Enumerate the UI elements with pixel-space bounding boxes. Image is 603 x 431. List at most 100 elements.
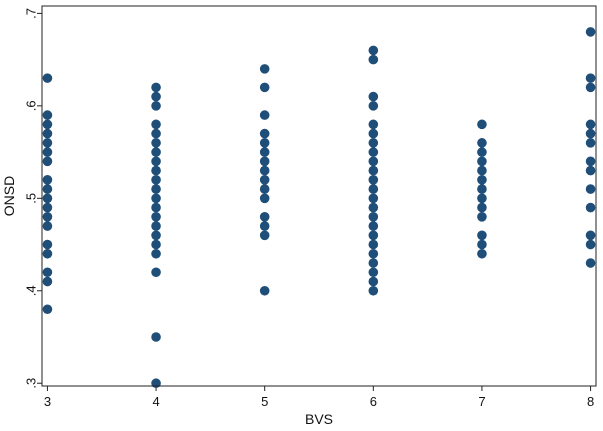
data-point (259, 110, 270, 120)
data-point (368, 101, 379, 111)
data-point (42, 138, 53, 148)
data-point (151, 202, 161, 213)
y-tick-label: .6 (24, 100, 39, 111)
data-point (259, 285, 270, 296)
data-point (259, 128, 270, 139)
data-point (151, 147, 161, 157)
data-point (368, 54, 379, 65)
data-point (368, 156, 379, 167)
data-point (477, 147, 487, 157)
data-point (42, 202, 53, 213)
data-point (151, 212, 161, 222)
data-point (585, 230, 596, 241)
data-point (151, 378, 161, 389)
data-point (259, 165, 270, 176)
data-point (42, 184, 53, 194)
x-axis: 3 4 5 6 7 8 (44, 386, 594, 409)
data-point (368, 248, 379, 259)
x-axis-title: BVS (305, 411, 333, 427)
data-point (585, 119, 596, 130)
data-point (259, 193, 270, 204)
data-point (259, 230, 270, 241)
data-point (585, 156, 596, 167)
data-point (42, 119, 53, 130)
data-point (477, 239, 487, 250)
data-point (368, 230, 379, 241)
data-point (42, 276, 53, 287)
data-point (42, 175, 53, 185)
y-axis: .3 .4 .5 .6 .7 (24, 8, 42, 389)
data-point (42, 193, 53, 204)
data-point (151, 230, 161, 241)
x-tick-label: 7 (478, 394, 485, 409)
data-point (151, 221, 161, 231)
data-point (477, 248, 487, 259)
data-point (477, 212, 487, 222)
data-point (477, 119, 487, 130)
data-point (42, 248, 53, 259)
data-point (259, 221, 270, 231)
data-point (585, 128, 596, 139)
data-point (477, 175, 487, 185)
data-point (368, 138, 379, 148)
data-point (42, 147, 53, 157)
data-point (151, 156, 161, 167)
data-point (42, 110, 53, 120)
data-point (477, 165, 487, 176)
y-tick-label: .5 (24, 193, 39, 204)
data-point (368, 119, 379, 130)
data-point (368, 202, 379, 213)
data-point (585, 184, 596, 194)
data-point (259, 138, 270, 148)
data-point (585, 165, 596, 176)
data-point (368, 285, 379, 296)
data-point (259, 82, 270, 93)
y-tick-label: .3 (24, 378, 39, 389)
data-point (585, 73, 596, 83)
data-point (259, 147, 270, 157)
data-point (151, 175, 161, 185)
data-point (368, 221, 379, 231)
data-point (42, 304, 53, 315)
data-point (477, 138, 487, 148)
data-point (368, 212, 379, 222)
data-point (477, 156, 487, 167)
data-point (42, 212, 53, 222)
data-point (42, 73, 53, 83)
data-point (151, 239, 161, 250)
data-point (259, 212, 270, 222)
data-point (368, 91, 379, 102)
y-tick-label: .7 (24, 8, 39, 19)
data-point (151, 128, 161, 139)
data-point (151, 91, 161, 102)
data-point (477, 193, 487, 204)
data-point (42, 128, 53, 139)
x-tick-label: 8 (587, 394, 594, 409)
data-point (477, 230, 487, 241)
x-tick-label: 5 (261, 394, 268, 409)
data-point (42, 239, 53, 250)
data-point (151, 193, 161, 204)
data-point (151, 82, 161, 93)
x-tick-label: 6 (370, 394, 377, 409)
data-point (585, 202, 596, 213)
data-point (585, 239, 596, 250)
data-point (42, 221, 53, 231)
data-point (368, 267, 379, 278)
data-point (368, 276, 379, 287)
data-point (585, 258, 596, 268)
data-point (368, 128, 379, 139)
data-point (151, 248, 161, 259)
data-point (368, 258, 379, 268)
data-point (368, 184, 379, 194)
data-point (368, 239, 379, 250)
data-point (368, 193, 379, 204)
data-point (42, 156, 53, 167)
data-points (42, 27, 596, 389)
data-point (151, 184, 161, 194)
x-tick-label: 3 (44, 394, 51, 409)
data-point (585, 27, 596, 37)
y-axis-title: ONSD (1, 176, 17, 216)
data-point (368, 45, 379, 56)
data-point (259, 175, 270, 185)
